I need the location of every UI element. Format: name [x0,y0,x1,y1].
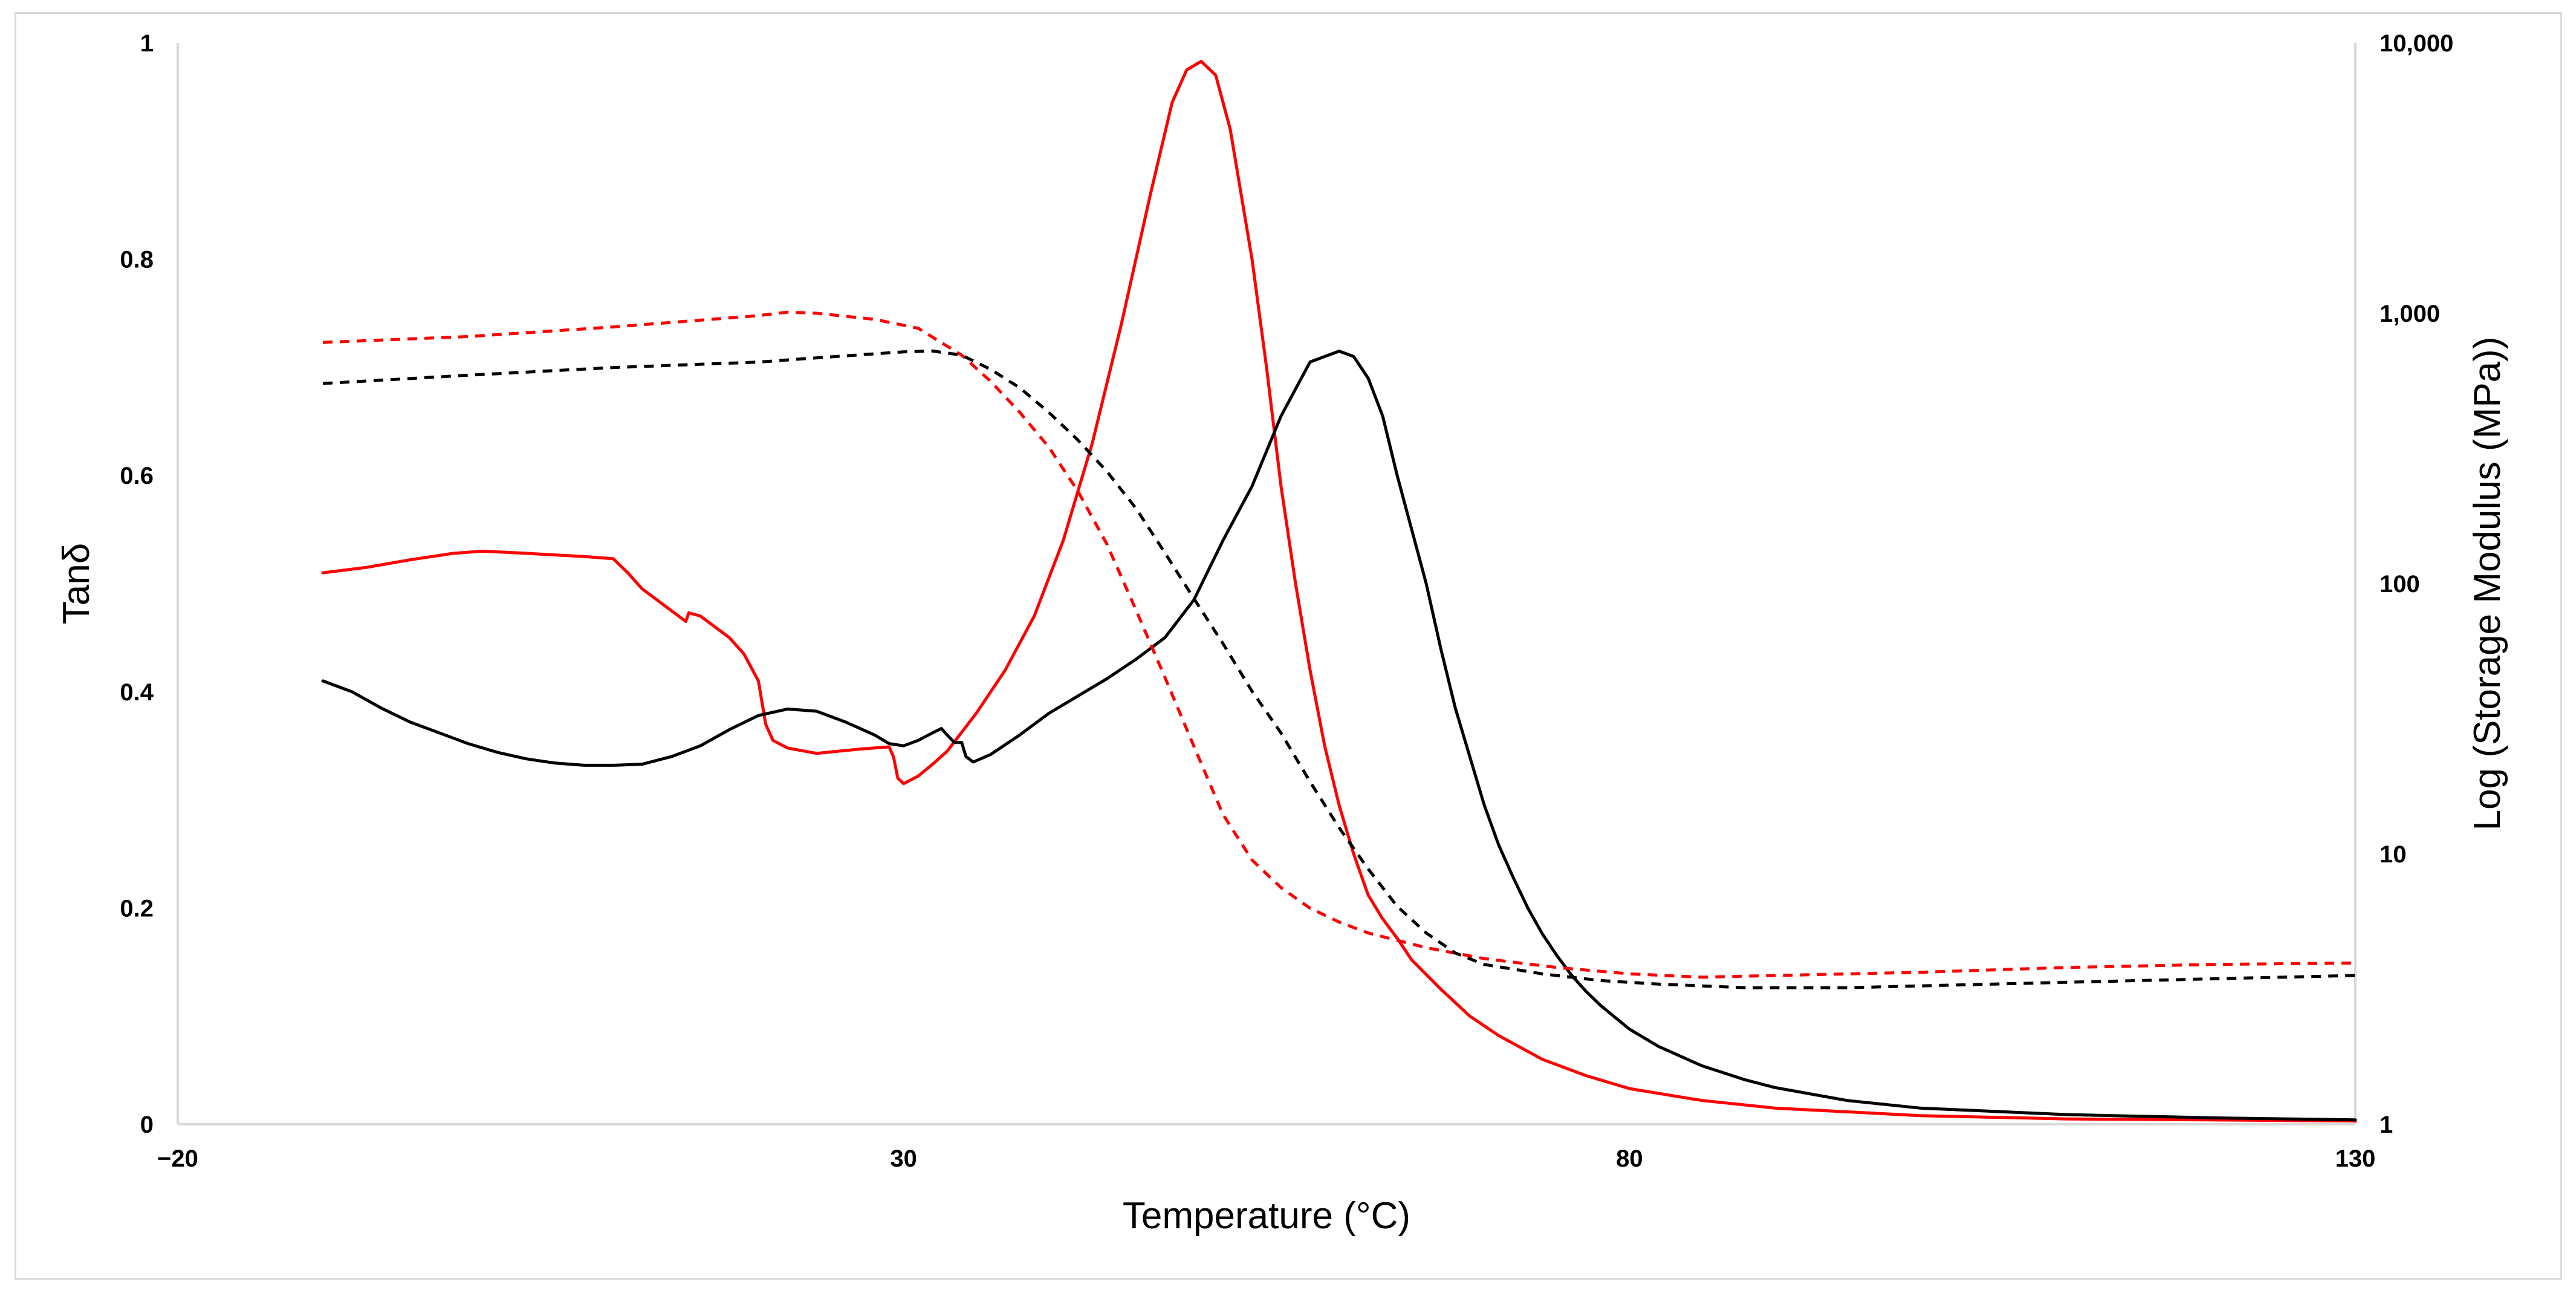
y-tick-label: 1 [140,30,154,57]
y-axis-title: Tanδ [56,543,97,624]
series-line-2 [321,350,2357,1122]
x-axis-title: Temperature (°C) [1123,1195,1410,1237]
x-tick-label: 30 [890,1145,917,1172]
chart-frame: −20 30 80 130 0 0.2 0.4 0.6 0.8 1 1 10 100 1,000 10,… [15,12,2562,1280]
y-tick-labels: 0 0.2 0.4 0.6 0.8 1 [120,30,154,1138]
y2-tick-labels: 1 10 100 1,000 10,000 [2380,30,2453,1138]
y2-axis-title: Log (Storage Modulus (MPa)) [2467,337,2508,831]
y2-tick-label: 100 [2380,571,2420,598]
series-line-4 [322,349,2356,989]
y-tick-label: 0.2 [120,895,154,922]
series-line-3 [322,310,2356,979]
y-tick-label: 0.8 [120,247,154,273]
x-tick-label: 130 [2335,1145,2376,1172]
y-tick-label: 0.6 [120,463,154,489]
chart-svg: −20 30 80 130 0 0.2 0.4 0.6 0.8 1 1 10 100 1,000 10,… [56,30,2508,1237]
x-tick-label: −20 [157,1145,198,1172]
series-layer [321,59,2357,1123]
y2-tick-label: 10 [2380,841,2407,868]
y-tick-label: 0.4 [120,679,154,706]
y-tick-label: 0 [140,1112,154,1138]
series-line-1 [321,59,2357,1123]
x-tick-label: 80 [1616,1145,1643,1172]
y2-tick-label: 1 [2380,1112,2393,1138]
x-tick-labels: −20 30 80 130 [157,1145,2375,1172]
y2-tick-label: 10,000 [2380,30,2453,57]
y2-tick-label: 1,000 [2380,301,2440,327]
